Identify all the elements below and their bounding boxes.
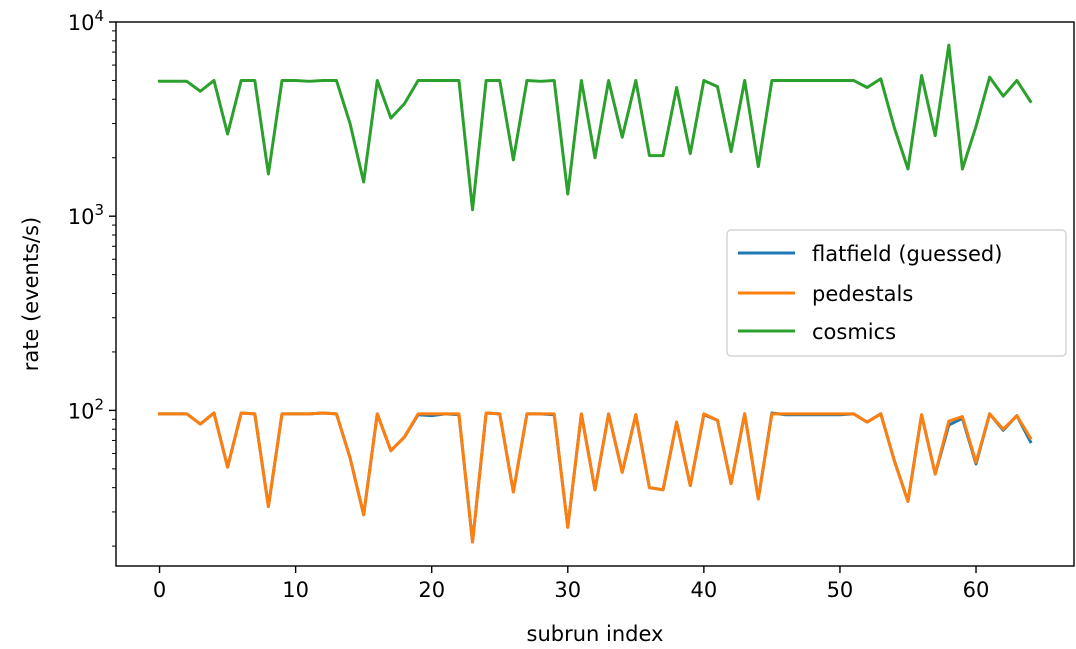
y-tick-label: 104 [68,7,104,35]
legend-frame [726,229,1067,357]
x-tick-label: 40 [690,578,717,602]
legend-label-cosmics: cosmics [812,320,896,344]
series-layer [158,43,1033,544]
y-axis-label: rate (events/s) [19,217,43,372]
x-tick-label: 0 [153,578,166,602]
x-tick-label: 60 [963,578,990,602]
x-axis-label: subrun index [527,622,664,646]
series-line-2 [158,43,1033,212]
legend-label-flatfield: flatfield (guessed) [812,242,1002,266]
plot-area-frame [115,21,1075,567]
y-tick-label: 102 [68,395,104,423]
x-tick-label: 20 [418,578,445,602]
x-tick-label: 30 [554,578,581,602]
x-tick-label: 10 [282,578,309,602]
legend-label-pedestals: pedestals [812,282,913,306]
x-tick-label: 50 [827,578,854,602]
series-line-1 [158,411,1033,544]
y-tick-label: 103 [68,201,104,229]
legend: flatfield (guessed) pedestals cosmics [726,229,1067,357]
major-ticks: 0 10 20 30 40 50 60 102 103 104 [68,7,990,602]
